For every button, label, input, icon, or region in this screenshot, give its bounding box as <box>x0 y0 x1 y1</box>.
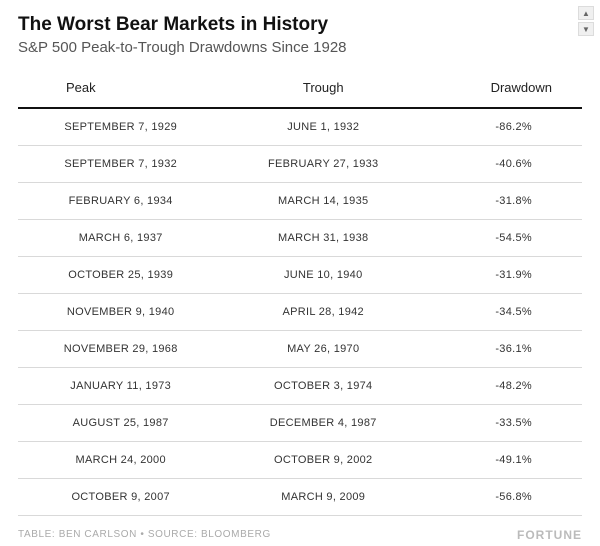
table-cell: MARCH 24, 2000 <box>18 441 223 478</box>
col-drawdown: Drawdown <box>423 70 582 108</box>
table-row: FEBRUARY 6, 1934MARCH 14, 1935-31.8% <box>18 182 582 219</box>
table-card: ▲ ▼ The Worst Bear Markets in History S&… <box>0 0 600 546</box>
table-row: NOVEMBER 29, 1968MAY 26, 1970-36.1% <box>18 330 582 367</box>
table-row: SEPTEMBER 7, 1929JUNE 1, 1932-86.2% <box>18 108 582 146</box>
table-row: SEPTEMBER 7, 1932FEBRUARY 27, 1933-40.6% <box>18 145 582 182</box>
table-cell: FEBRUARY 6, 1934 <box>18 182 223 219</box>
page-title: The Worst Bear Markets in History <box>18 14 582 37</box>
table-cell: NOVEMBER 9, 1940 <box>18 293 223 330</box>
table-cell: MARCH 9, 2009 <box>223 478 423 515</box>
table-cell: -86.2% <box>423 108 582 146</box>
table-cell: OCTOBER 9, 2002 <box>223 441 423 478</box>
scroll-down-button[interactable]: ▼ <box>578 22 594 36</box>
table-cell: -56.8% <box>423 478 582 515</box>
scroll-buttons: ▲ ▼ <box>578 6 594 36</box>
table-cell: FEBRUARY 27, 1933 <box>223 145 423 182</box>
table-cell: -40.6% <box>423 145 582 182</box>
table-cell: -48.2% <box>423 367 582 404</box>
table-cell: SEPTEMBER 7, 1932 <box>18 145 223 182</box>
table-cell: -54.5% <box>423 219 582 256</box>
table-cell: APRIL 28, 1942 <box>223 293 423 330</box>
col-trough: Trough <box>223 70 423 108</box>
table-row: MARCH 6, 1937MARCH 31, 1938-54.5% <box>18 219 582 256</box>
table-cell: JUNE 10, 1940 <box>223 256 423 293</box>
table-cell: OCTOBER 25, 1939 <box>18 256 223 293</box>
table-cell: NOVEMBER 29, 1968 <box>18 330 223 367</box>
table-row: OCTOBER 9, 2007MARCH 9, 2009-56.8% <box>18 478 582 515</box>
table-cell: MARCH 31, 1938 <box>223 219 423 256</box>
table-cell: OCTOBER 3, 1974 <box>223 367 423 404</box>
table-cell: -31.9% <box>423 256 582 293</box>
table-cell: AUGUST 25, 1987 <box>18 404 223 441</box>
table-row: NOVEMBER 9, 1940APRIL 28, 1942-34.5% <box>18 293 582 330</box>
table-cell: MARCH 6, 1937 <box>18 219 223 256</box>
footer-brand: FORTUNE <box>517 528 582 542</box>
table-row: AUGUST 25, 1987DECEMBER 4, 1987-33.5% <box>18 404 582 441</box>
table-header-row: Peak Trough Drawdown <box>18 70 582 108</box>
footer: TABLE: BEN CARLSON • SOURCE: BLOOMBERG F… <box>18 516 582 542</box>
table-cell: MARCH 14, 1935 <box>223 182 423 219</box>
table-cell: -33.5% <box>423 404 582 441</box>
col-peak: Peak <box>18 70 223 108</box>
table-cell: -31.8% <box>423 182 582 219</box>
drawdowns-table: Peak Trough Drawdown SEPTEMBER 7, 1929JU… <box>18 70 582 516</box>
table-cell: OCTOBER 9, 2007 <box>18 478 223 515</box>
table-body: SEPTEMBER 7, 1929JUNE 1, 1932-86.2%SEPTE… <box>18 108 582 516</box>
table-row: MARCH 24, 2000OCTOBER 9, 2002-49.1% <box>18 441 582 478</box>
table-cell: -49.1% <box>423 441 582 478</box>
scroll-up-button[interactable]: ▲ <box>578 6 594 20</box>
table-cell: MAY 26, 1970 <box>223 330 423 367</box>
table-row: OCTOBER 25, 1939JUNE 10, 1940-31.9% <box>18 256 582 293</box>
table-cell: DECEMBER 4, 1987 <box>223 404 423 441</box>
table-cell: JANUARY 11, 1973 <box>18 367 223 404</box>
page-subtitle: S&P 500 Peak-to-Trough Drawdowns Since 1… <box>18 39 582 56</box>
footer-credits: TABLE: BEN CARLSON • SOURCE: BLOOMBERG <box>18 529 271 540</box>
table-cell: JUNE 1, 1932 <box>223 108 423 146</box>
table-cell: -36.1% <box>423 330 582 367</box>
table-row: JANUARY 11, 1973OCTOBER 3, 1974-48.2% <box>18 367 582 404</box>
table-cell: -34.5% <box>423 293 582 330</box>
table-cell: SEPTEMBER 7, 1929 <box>18 108 223 146</box>
